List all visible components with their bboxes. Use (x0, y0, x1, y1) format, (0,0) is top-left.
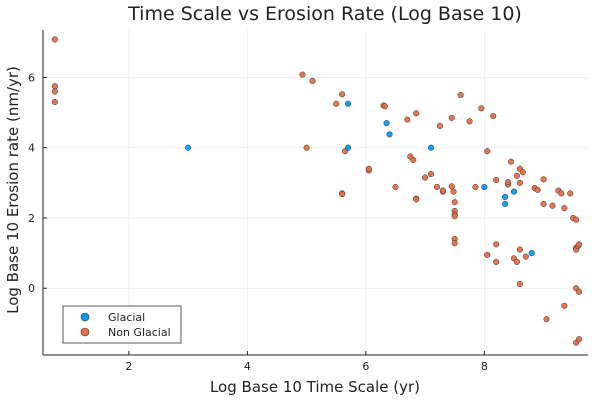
point-non-glacial-53 (513, 258, 520, 265)
point-non-glacial-19 (410, 156, 417, 164)
point-non-glacial-15 (381, 103, 388, 110)
point-non-glacial-50 (507, 158, 515, 165)
y-axis-label: Log Base 10 Erosion rate (nm/yr) (4, 66, 22, 314)
point-non-glacial-45 (493, 176, 500, 184)
legend-marker-non-glacial (80, 327, 90, 337)
point-non-glacial-4 (299, 71, 306, 78)
point-non-glacial-63 (540, 200, 547, 207)
point-non-glacial-16 (392, 184, 399, 191)
x-tick-label-0: 2 (125, 360, 132, 373)
point-non-glacial-13 (365, 165, 372, 172)
point-glacial-3 (383, 120, 390, 127)
y-tick-label-0: 0 (28, 282, 35, 295)
x-axis-label: Log Base 10 Time Scale (yr) (210, 378, 420, 396)
point-non-glacial-20 (413, 110, 420, 117)
point-non-glacial-62 (540, 176, 547, 183)
point-non-glacial-70 (567, 190, 574, 197)
x-tick-label-3: 8 (481, 360, 488, 373)
point-non-glacial-42 (484, 148, 491, 155)
point-non-glacial-47 (493, 258, 500, 265)
point-non-glacial-10 (339, 191, 346, 198)
legend-box (62, 305, 182, 344)
point-non-glacial-29 (448, 114, 455, 121)
point-non-glacial-3 (51, 98, 58, 106)
legend-marker-glacial (80, 312, 90, 322)
point-glacial-0 (185, 144, 192, 151)
chart-title: Time Scale vs Erosion Rate (Log Base 10) (127, 3, 522, 25)
point-non-glacial-35 (451, 213, 458, 220)
point-non-glacial-30 (448, 183, 455, 190)
x-tick-label-1: 4 (244, 360, 251, 373)
point-non-glacial-61 (534, 186, 541, 193)
point-non-glacial-69 (561, 302, 568, 309)
grid (43, 30, 588, 355)
point-non-glacial-28 (439, 187, 446, 194)
point-non-glacial-57 (516, 280, 523, 288)
point-glacial-2 (345, 144, 352, 151)
point-non-glacial-0 (51, 36, 58, 43)
tick-labels: 2 4 6 8 0 2 4 6 (28, 71, 488, 373)
y-tick-label-3: 6 (28, 71, 35, 84)
point-non-glacial-76 (576, 241, 583, 248)
legend-label-non-glacial: Non Glacial (108, 326, 171, 339)
point-non-glacial-64 (543, 316, 550, 323)
point-non-glacial-5 (303, 144, 310, 151)
point-non-glacial-78 (576, 288, 583, 295)
point-non-glacial-49 (504, 179, 512, 186)
point-glacial-5 (427, 144, 435, 151)
point-non-glacial-8 (339, 91, 346, 98)
y-tick-label-2: 4 (28, 142, 35, 155)
point-non-glacial-59 (522, 253, 529, 260)
point-non-glacial-39 (466, 118, 473, 125)
point-non-glacial-7 (333, 100, 340, 107)
point-non-glacial-68 (561, 205, 568, 212)
point-non-glacial-26 (436, 122, 443, 129)
point-non-glacial-44 (490, 113, 497, 120)
point-non-glacial-40 (472, 184, 479, 191)
point-non-glacial-80 (576, 336, 583, 343)
point-glacial-1 (345, 100, 352, 107)
point-glacial-4 (386, 131, 393, 138)
point-non-glacial-67 (558, 190, 565, 197)
point-non-glacial-52 (513, 172, 520, 179)
legend-label-glacial: Glacial (108, 311, 145, 324)
point-non-glacial-65 (549, 202, 556, 209)
point-non-glacial-22 (413, 196, 420, 203)
point-non-glacial-23 (422, 174, 429, 181)
point-non-glacial-56 (516, 246, 523, 253)
point-non-glacial-25 (433, 184, 440, 191)
point-non-glacial-41 (478, 105, 485, 112)
point-non-glacial-2 (51, 88, 58, 95)
point-non-glacial-17 (404, 116, 411, 123)
point-non-glacial-24 (427, 171, 435, 178)
point-non-glacial-43 (484, 251, 491, 258)
data-points (51, 36, 583, 346)
axes (42, 30, 588, 356)
point-non-glacial-58 (519, 169, 526, 176)
point-non-glacial-1 (51, 83, 58, 90)
y-tick-label-1: 2 (28, 212, 35, 225)
point-non-glacial-72 (573, 216, 580, 223)
point-glacial-10 (528, 250, 535, 257)
point-glacial-9 (510, 188, 518, 195)
point-non-glacial-6 (309, 77, 316, 84)
point-non-glacial-38 (457, 91, 464, 99)
legend: Glacial Non Glacial (62, 305, 182, 344)
point-non-glacial-31 (450, 188, 457, 195)
x-tick-label-2: 6 (362, 360, 369, 373)
point-glacial-6 (481, 184, 488, 191)
point-glacial-8 (502, 200, 509, 207)
point-non-glacial-55 (516, 179, 523, 186)
point-non-glacial-37 (451, 240, 458, 247)
point-non-glacial-46 (493, 241, 500, 248)
point-non-glacial-32 (451, 199, 458, 206)
point-glacial-7 (502, 193, 509, 200)
